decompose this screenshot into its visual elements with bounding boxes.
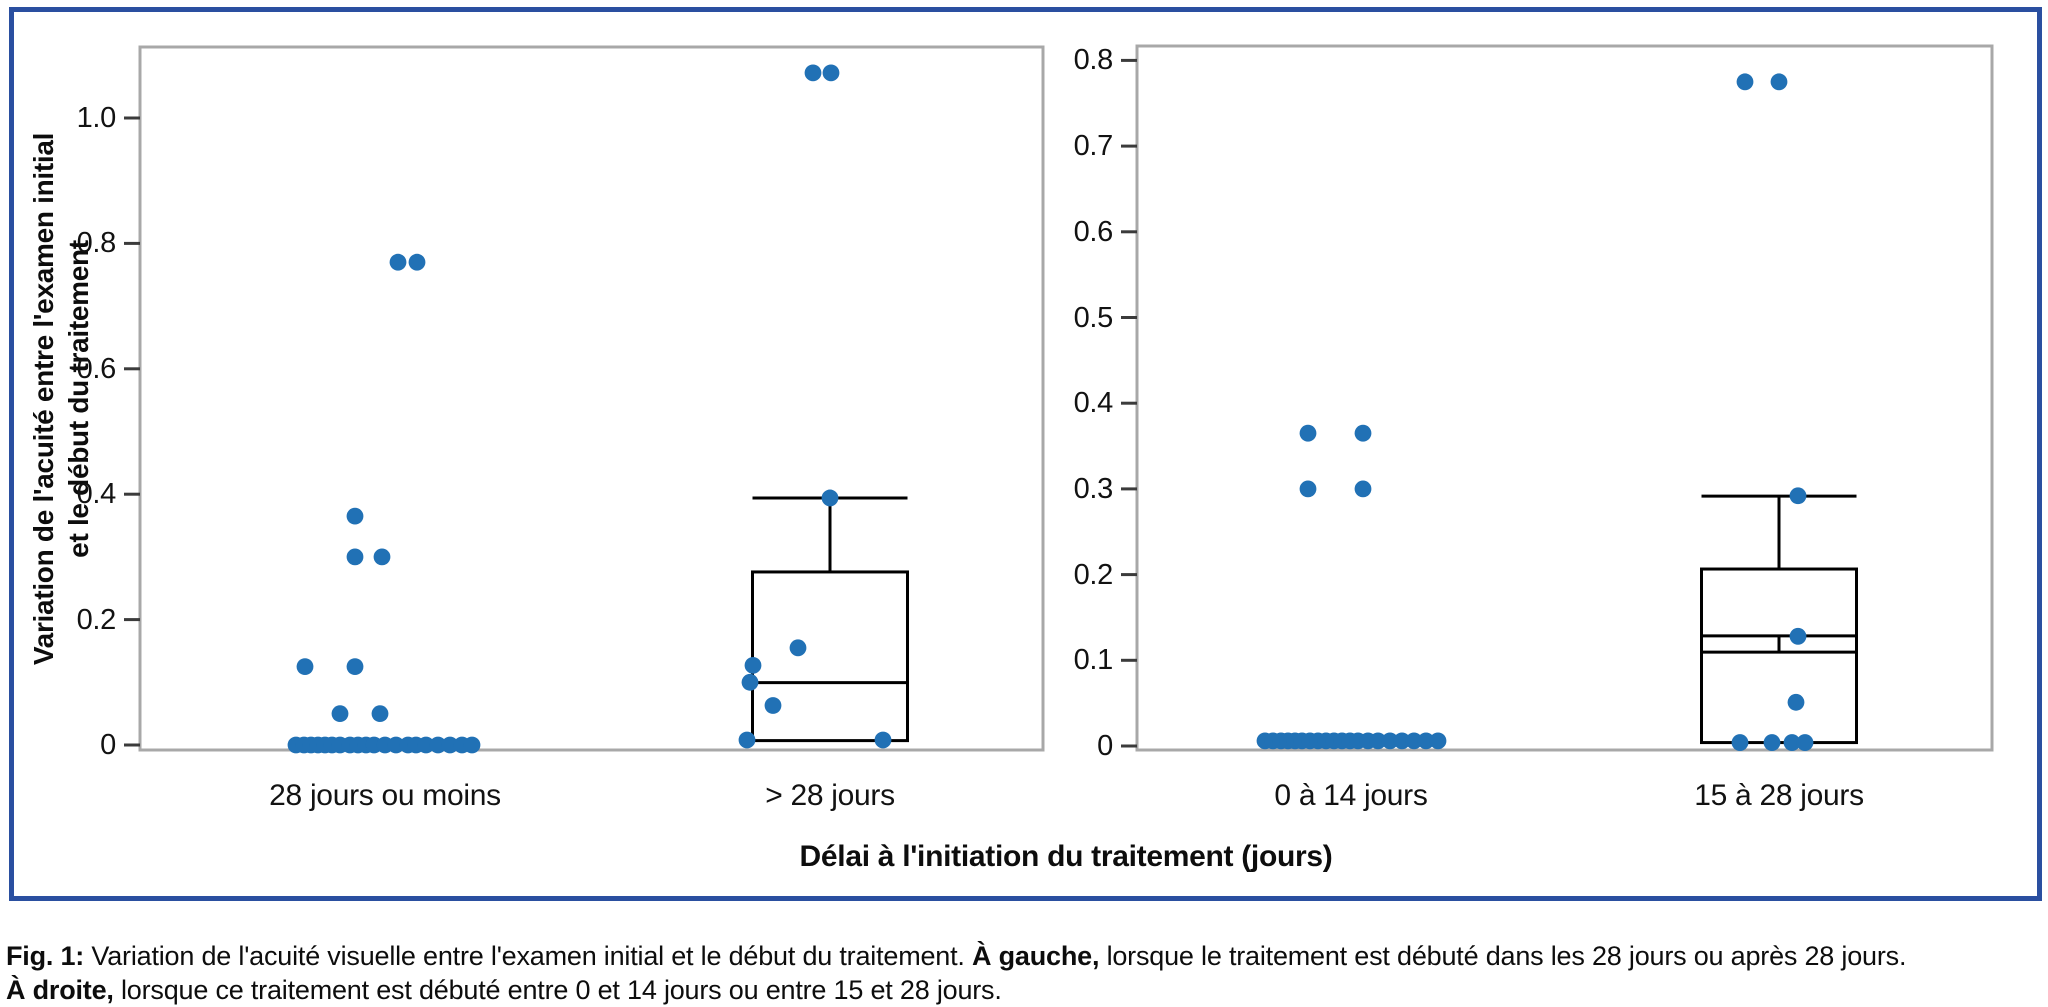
category-label-0-a-14-jours: 0 à 14 jours — [1274, 779, 1428, 812]
y-tick-label: 0.7 — [1073, 130, 1114, 163]
figure-caption: Fig. 1: Variation de l'acuité visuelle e… — [6, 939, 2046, 1007]
y-tick-label: 0.2 — [76, 603, 117, 636]
y-tick-label: 0 — [1097, 730, 1113, 762]
caption-bold-segment: À gauche, — [972, 941, 1100, 971]
y-tick-label: 0.2 — [1073, 558, 1114, 591]
category-label-28-jours-ou-moins: 28 jours ou moins — [269, 779, 501, 812]
y-tick-label: 0.5 — [1073, 301, 1114, 334]
y-tick-label: 0.3 — [1073, 472, 1114, 505]
y-tick-label: 0.6 — [1073, 215, 1114, 248]
figure-outer-border — [9, 7, 2042, 901]
caption-bold-segment: À droite, — [6, 975, 114, 1005]
category-label-15-a-28-jours: 15 à 28 jours — [1694, 779, 1864, 812]
y-tick-label: 0.1 — [1073, 644, 1114, 677]
y-tick-label: 0.6 — [76, 352, 117, 385]
category-label-plus-28-jours: > 28 jours — [765, 779, 895, 812]
caption-segment: lorsque ce traitement est débuté entre 0… — [113, 975, 1002, 1005]
y-tick-label: 0.8 — [76, 227, 117, 260]
caption-segment: Variation de l'acuité visuelle entre l'e… — [84, 941, 973, 971]
y-tick-label: 0 — [100, 729, 116, 761]
caption-bold-segment: Fig. 1: — [6, 941, 85, 971]
y-tick-label: 0.4 — [76, 478, 117, 511]
x-axis-title: Délai à l'initiation du traitement (jour… — [799, 840, 1333, 873]
y-tick-label: 1.0 — [76, 102, 117, 134]
caption-segment: lorsque le traitement est débuté dans le… — [1099, 941, 1907, 971]
y-tick-label: 0.4 — [1073, 387, 1114, 420]
y-tick-label: 0.8 — [1073, 44, 1114, 77]
